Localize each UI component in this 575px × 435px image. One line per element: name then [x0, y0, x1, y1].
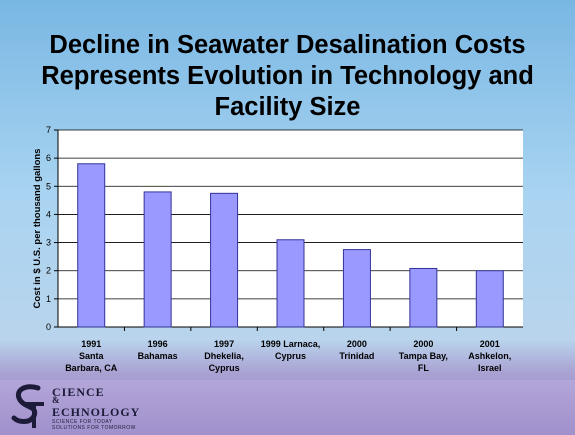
x-category-label: Barbara, CA	[65, 363, 118, 373]
y-tick-label: 3	[46, 238, 51, 248]
x-category-label: 1991	[81, 339, 101, 349]
x-category-label: 2001	[480, 339, 500, 349]
x-category-label: FL	[418, 363, 429, 373]
y-tick-label: 2	[46, 266, 51, 276]
bar	[77, 163, 106, 328]
x-category-label: Ashkelon,	[468, 351, 511, 361]
x-category-label: Tampa Bay,	[399, 351, 448, 361]
science-technology-logo: CIENCE & ECHNOLOGY SCIENCE FOR TODAY SOL…	[8, 382, 141, 431]
bar	[342, 249, 371, 328]
y-tick-label: 7	[46, 125, 51, 135]
x-category-label: Santa	[79, 351, 105, 361]
bar	[475, 270, 504, 328]
y-axis-title: Cost in $ U.S. per thousand gallons	[32, 149, 43, 309]
logo-emblem-icon	[11, 384, 44, 428]
bar	[143, 191, 172, 328]
x-category-label: Dhekelia,	[204, 351, 244, 361]
logo-line-2: &	[52, 395, 61, 405]
logo-tagline-2: SOLUTIONS FOR TOMORROW	[52, 425, 136, 431]
logo-line-3: ECHNOLOGY	[52, 405, 141, 419]
y-tick-label: 5	[46, 181, 51, 191]
x-category-label: Cyprus	[275, 351, 306, 361]
x-category-label: 1999 Larnaca,	[261, 339, 321, 349]
x-category-label: 1996	[148, 339, 168, 349]
logo-tagline-1: SCIENCE FOR TODAY	[52, 419, 113, 425]
slide-title: Decline in Seawater Desalination Costs R…	[0, 30, 575, 123]
title-line-1: Decline in Seawater Desalination Costs	[49, 31, 526, 59]
y-tick-label: 1	[46, 294, 51, 304]
x-category-label: Trinidad	[339, 351, 374, 361]
x-category-label: 1997	[214, 339, 234, 349]
title-line-3: Facility Size	[214, 93, 361, 121]
logo-line-1: CIENCE	[52, 385, 105, 399]
x-category-label: Bahamas	[138, 351, 178, 361]
y-tick-label: 6	[46, 153, 51, 163]
bar	[210, 192, 239, 328]
title-line-2: Represents Evolution in Technology and	[41, 62, 534, 90]
y-tick-label: 4	[46, 209, 51, 219]
x-category-label: 2000	[413, 339, 433, 349]
bar	[409, 267, 438, 328]
x-category-label: Israel	[478, 363, 502, 373]
bar	[276, 239, 305, 328]
x-category-label: Cyprus	[209, 363, 240, 373]
footer-band	[0, 380, 575, 435]
y-tick-label: 0	[46, 322, 51, 332]
x-category-label: 2000	[347, 339, 367, 349]
